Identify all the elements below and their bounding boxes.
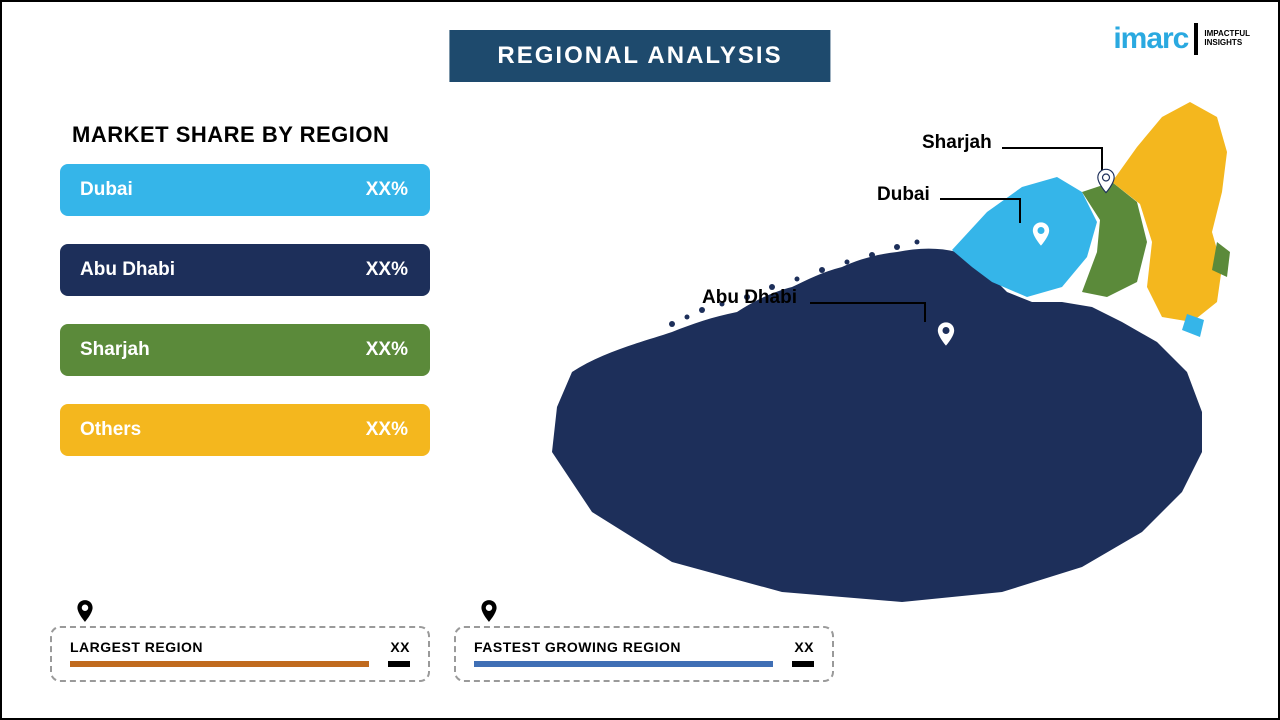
largest-bar-fill (70, 661, 369, 667)
map-pin-icon (932, 320, 960, 348)
share-bars: Dubai XX% Abu Dhabi XX% Sharjah XX% Othe… (60, 164, 430, 484)
bar-end (792, 661, 814, 667)
share-row-others: Others XX% (60, 404, 430, 456)
share-label: Others (80, 419, 141, 441)
share-row-sharjah: Sharjah XX% (60, 324, 430, 376)
largest-bar (70, 661, 410, 667)
brand-logo: imarc IMPACTFUL INSIGHTS (1113, 22, 1250, 56)
share-row-abu-dhabi: Abu Dhabi XX% (60, 244, 430, 296)
logo-divider (1194, 23, 1198, 55)
largest-title: LARGEST REGION (70, 639, 203, 655)
largest-region-box: LARGEST REGION XX (50, 626, 430, 682)
map-label-dubai: Dubai (877, 184, 930, 206)
uae-map: Sharjah Dubai Abu Dhabi (522, 92, 1242, 612)
map-label-abu-dhabi: Abu Dhabi (702, 287, 797, 309)
share-value: XX% (366, 339, 408, 361)
leader-line (924, 302, 926, 322)
largest-value: XX (390, 639, 410, 655)
share-value: XX% (366, 179, 408, 201)
map-svg (522, 92, 1242, 612)
share-row-dubai: Dubai XX% (60, 164, 430, 216)
page-title: REGIONAL ANALYSIS (497, 42, 782, 69)
share-label: Sharjah (80, 339, 150, 361)
map-label-sharjah: Sharjah (922, 132, 992, 154)
share-value: XX% (366, 419, 408, 441)
pin-icon (72, 598, 98, 624)
pin-icon (476, 598, 502, 624)
bar-end (388, 661, 410, 667)
map-pin-icon (1027, 220, 1055, 248)
leader-line (810, 302, 925, 304)
fastest-bar-fill (474, 661, 773, 667)
share-value: XX% (366, 259, 408, 281)
fastest-bar (474, 661, 814, 667)
map-pin-icon (1092, 167, 1120, 195)
fastest-title: FASTEST GROWING REGION (474, 639, 681, 655)
leader-line (940, 198, 1020, 200)
fastest-value: XX (794, 639, 814, 655)
leader-line (1002, 147, 1102, 149)
logo-text: imarc (1113, 22, 1188, 56)
share-label: Dubai (80, 179, 133, 201)
logo-tagline: IMPACTFUL INSIGHTS (1204, 30, 1250, 48)
title-banner: REGIONAL ANALYSIS (449, 30, 830, 82)
logo-tagline-2: INSIGHTS (1204, 39, 1250, 48)
share-heading: MARKET SHARE BY REGION (72, 122, 389, 148)
share-label: Abu Dhabi (80, 259, 175, 281)
leader-line (1019, 198, 1021, 223)
fastest-region-box: FASTEST GROWING REGION XX (454, 626, 834, 682)
